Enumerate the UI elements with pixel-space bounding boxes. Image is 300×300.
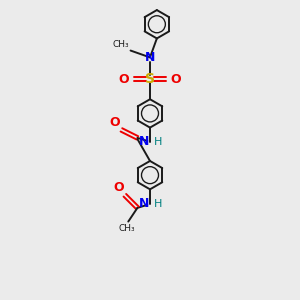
Text: O: O xyxy=(113,181,124,194)
Text: H: H xyxy=(154,137,163,147)
Text: N: N xyxy=(139,197,149,210)
Text: S: S xyxy=(145,72,155,86)
Text: O: O xyxy=(110,116,120,129)
Text: H: H xyxy=(154,199,163,209)
Text: O: O xyxy=(119,73,129,85)
Text: N: N xyxy=(145,51,155,64)
Text: N: N xyxy=(139,136,149,148)
Text: O: O xyxy=(171,73,181,85)
Text: CH₃: CH₃ xyxy=(113,40,129,49)
Text: CH₃: CH₃ xyxy=(119,224,135,233)
